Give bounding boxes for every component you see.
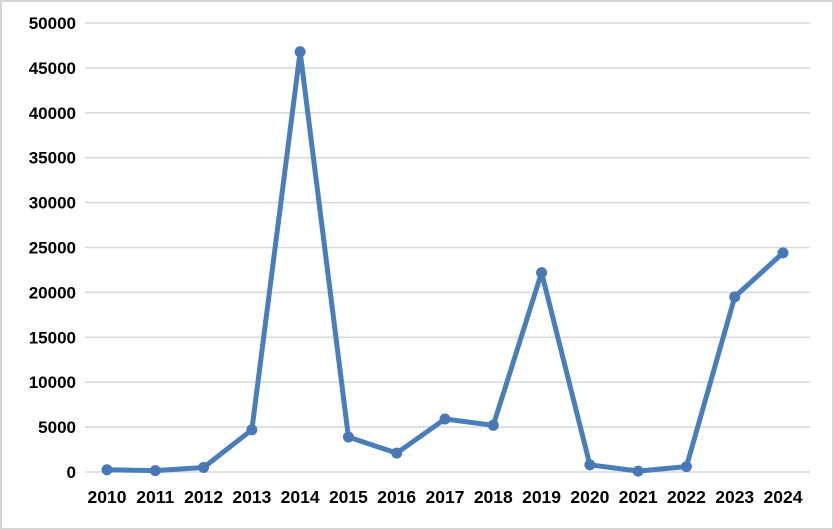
x-axis-tick-label: 2016 [377,487,416,507]
data-point [584,459,596,471]
data-point [391,447,403,459]
x-axis-tick-label: 2024 [764,487,803,507]
data-point [246,424,258,436]
x-axis-tick-label: 2017 [426,487,465,507]
y-axis-tick-label: 50000 [29,14,76,33]
y-axis-tick-label: 35000 [29,149,76,168]
data-point [632,465,644,477]
y-axis-tick-label: 25000 [29,239,76,258]
data-point [680,461,692,473]
y-axis-tick-label: 20000 [29,283,76,302]
x-axis-tick-label: 2019 [522,487,561,507]
y-axis-tick-label: 15000 [29,328,76,347]
data-point [439,413,451,425]
data-point [101,464,113,476]
series-line [104,49,786,474]
data-point [294,46,306,58]
y-axis-tick-label: 0 [67,463,76,482]
y-axis-tick-label: 45000 [29,59,76,78]
data-point [729,291,741,303]
x-axis-tick-label: 2023 [715,487,754,507]
data-point [149,465,161,477]
x-axis-tick-label: 2010 [88,487,127,507]
data-point [777,247,789,259]
data-point [342,431,354,443]
y-axis-tick-label: 40000 [29,104,76,123]
x-axis-tick-label: 2020 [570,487,609,507]
x-axis-tick-label: 2012 [184,487,223,507]
x-axis-tick-label: 2022 [667,487,706,507]
x-axis-tick-label: 2021 [619,487,658,507]
data-point [487,419,499,431]
y-axis-tick-label: 5000 [38,418,76,437]
x-axis-tick-label: 2014 [281,487,320,507]
x-axis-tick-label: 2013 [232,487,271,507]
x-axis-tick-label: 2011 [136,487,174,507]
data-point [536,267,548,279]
data-point [198,462,210,474]
y-axis-tick-label: 30000 [29,194,76,213]
y-axis-tick-label: 10000 [29,373,76,392]
x-axis-tick-label: 2015 [329,487,368,507]
x-axis-tick-label: 2018 [474,487,513,507]
